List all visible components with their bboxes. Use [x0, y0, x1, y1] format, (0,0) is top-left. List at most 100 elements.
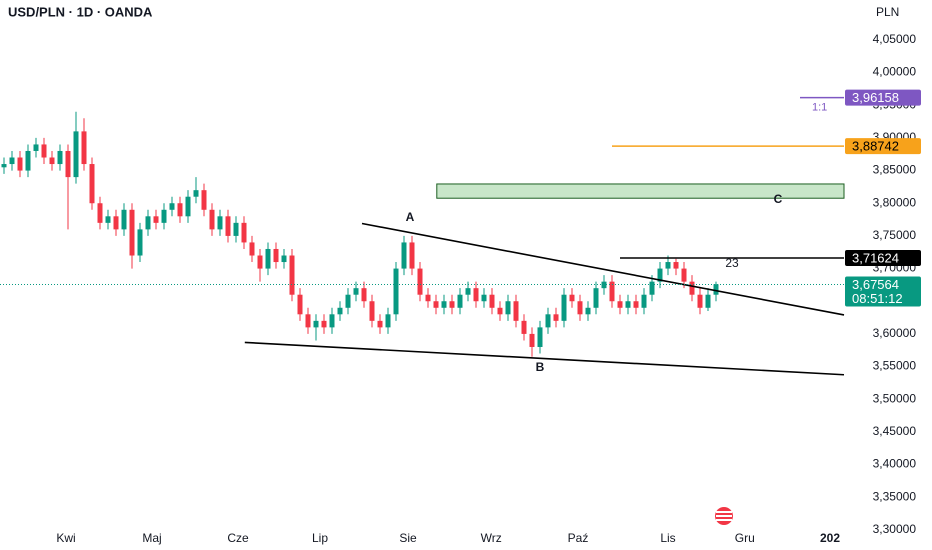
annotation: A [406, 210, 415, 224]
candle-body [145, 216, 151, 230]
price-tag-label: 3,88742 [852, 139, 899, 154]
x-tick-label: Paź [568, 531, 589, 545]
candle-body [161, 209, 167, 223]
candle-body [537, 327, 543, 347]
candle-body [313, 320, 319, 328]
candle-body [113, 216, 119, 230]
candle-body [553, 314, 559, 321]
candle-body [689, 281, 695, 295]
candle-body [705, 294, 711, 308]
candle-body [473, 288, 479, 302]
candle-body [577, 301, 583, 315]
y-tick-label: 3,45000 [873, 424, 917, 438]
y-tick-label: 4,00000 [873, 65, 917, 79]
candle-body [89, 164, 95, 204]
candle-body [529, 333, 535, 347]
candle-body [417, 268, 423, 295]
y-tick-label: 3,30000 [873, 522, 917, 536]
y-axis-label: PLN [876, 5, 899, 19]
candle-body [241, 222, 247, 243]
candle-body [497, 307, 503, 315]
candle-body [713, 284, 719, 295]
candle-body [681, 268, 687, 282]
candle-body [505, 301, 511, 315]
candle-body [97, 203, 103, 223]
candle-body [73, 131, 79, 178]
price-tag [845, 138, 921, 155]
candle-body [65, 150, 71, 178]
candle-body [609, 281, 615, 302]
x-tick-label: Kwi [56, 531, 75, 545]
y-tick-label: 3,85000 [873, 163, 917, 177]
y-tick-label: 3,55000 [873, 359, 917, 373]
candle-body [177, 203, 183, 217]
trend-line [244, 341, 845, 376]
candle-body [361, 288, 367, 302]
x-tick-label: 202 [820, 531, 840, 545]
candle-body [513, 301, 519, 321]
candle-body [569, 294, 575, 302]
candle-body [657, 268, 663, 282]
price-level-note: 1:1 [812, 102, 827, 114]
candle-body [433, 301, 439, 308]
candle-body [353, 288, 359, 295]
candle-body [345, 294, 351, 308]
candle-body [641, 294, 647, 308]
annotation: B [536, 360, 545, 374]
y-tick-label: 3,80000 [873, 195, 917, 209]
price-tag [845, 249, 921, 266]
candle-body [49, 157, 55, 165]
candle-body [441, 301, 447, 308]
candle-body [305, 314, 311, 328]
candle-body [137, 229, 143, 256]
x-tick-label: Lip [312, 531, 328, 545]
x-tick-label: Gru [735, 531, 755, 545]
y-tick-label: 3,60000 [873, 326, 917, 340]
candle-body [233, 222, 239, 236]
candle-body [121, 209, 127, 230]
candle-body [185, 196, 191, 217]
candle-body [33, 144, 39, 151]
candle-body [465, 288, 471, 295]
y-tick-label: 3,50000 [873, 391, 917, 405]
candle-body [265, 248, 271, 269]
candle-body [225, 216, 231, 236]
chart-title: USD/PLN · 1D · OANDA [8, 4, 153, 19]
candle-body [449, 301, 455, 308]
candle-body [409, 242, 415, 269]
x-tick-label: Wrz [481, 531, 502, 545]
trend-line [361, 222, 845, 316]
candle-body [489, 294, 495, 308]
y-tick-label: 3,75000 [873, 228, 917, 242]
candle-body [545, 314, 551, 328]
candle-body [1, 164, 7, 168]
candle-body [625, 301, 631, 308]
x-tick-label: Maj [142, 531, 161, 545]
candle-body [249, 242, 255, 256]
y-tick-label: 3,35000 [873, 489, 917, 503]
candle-body [169, 203, 175, 210]
candle-body [193, 190, 199, 197]
candle-body [81, 131, 87, 165]
x-tick-label: Cze [227, 531, 249, 545]
candle-body [593, 288, 599, 308]
candle-body [633, 301, 639, 308]
candle-body [57, 150, 63, 165]
zone [436, 183, 845, 199]
candle-body [201, 190, 207, 210]
candle-body [481, 294, 487, 302]
candle-body [401, 242, 407, 269]
candle-body [153, 216, 159, 223]
candle-body [377, 320, 383, 328]
candle-body [521, 320, 527, 334]
candle-body [457, 294, 463, 308]
candle-body [649, 281, 655, 295]
candle-body [321, 320, 327, 328]
candle-body [257, 255, 263, 269]
x-tick-label: Sie [399, 531, 417, 545]
candle-body [281, 255, 287, 263]
price-tag-label: 3,96158 [852, 90, 899, 105]
price-tag-label: 3,71624 [852, 250, 899, 265]
x-tick-label: Lis [660, 531, 675, 545]
